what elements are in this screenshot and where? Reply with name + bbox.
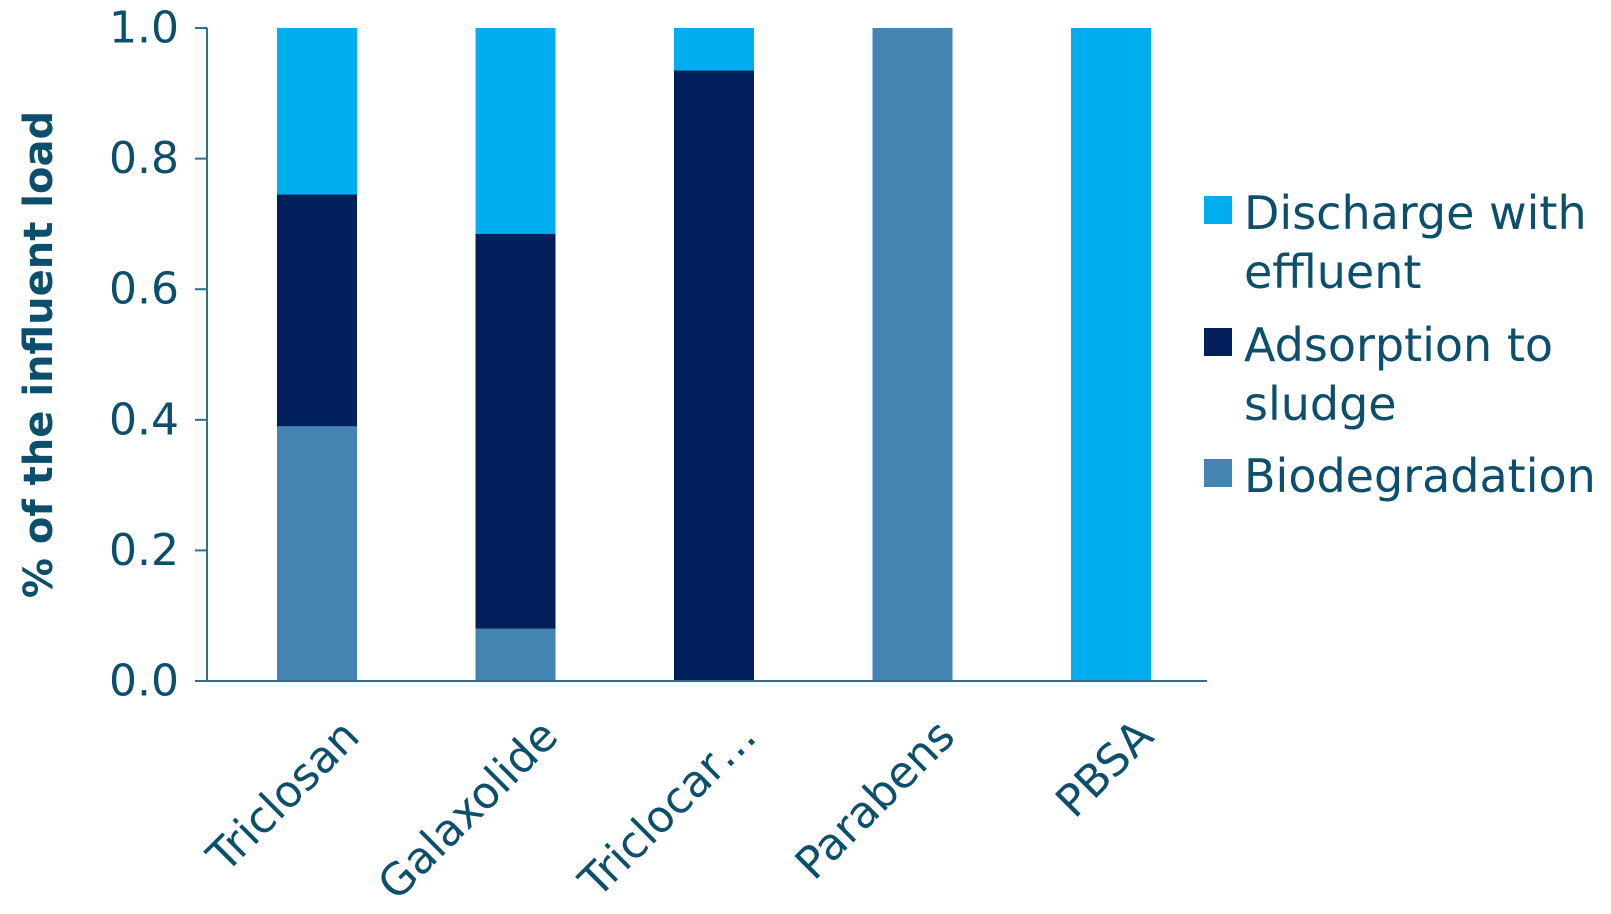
- legend-swatch: [1204, 459, 1232, 487]
- bar-segment-parabens-biodegradation: [872, 28, 953, 681]
- legend-label-line: effluent: [1244, 245, 1421, 299]
- x-tick-label: Triclocar…: [569, 710, 767, 908]
- legend-label-line: Biodegradation: [1244, 449, 1596, 503]
- bar-segment-triclocar-discharge-with-effluent: [674, 28, 754, 71]
- bar-segment-triclosan-adsorption-to-sludge: [277, 194, 357, 427]
- y-tick-label: 0.2: [109, 525, 179, 576]
- y-axis-label: % of the influent load: [16, 111, 62, 598]
- bar-segment-triclosan-biodegradation: [277, 426, 357, 681]
- legend-swatch: [1204, 328, 1232, 356]
- y-tick-label: 0.6: [109, 264, 179, 315]
- x-tick-label: Triclosan: [197, 710, 369, 882]
- bar-segment-galaxolide-adsorption-to-sludge: [475, 233, 556, 629]
- legend-label: Adsorption to sludge: [1244, 318, 1553, 431]
- bar-segment-galaxolide-discharge-with-effluent: [475, 28, 556, 234]
- y-tick-label: 1.0: [109, 3, 179, 54]
- x-tick-label: PBSA: [1046, 710, 1163, 827]
- bar-segment-triclosan-discharge-with-effluent: [277, 28, 357, 195]
- legend-label: Discharge with effluent: [1244, 186, 1587, 299]
- bar-segment-galaxolide-biodegradation: [475, 628, 556, 681]
- bar-segment-pbsa-discharge-with-effluent: [1071, 28, 1151, 681]
- legend-label: Biodegradation: [1244, 449, 1596, 503]
- legend-label-line: sludge: [1244, 377, 1397, 431]
- x-tick-label: Galaxolide: [368, 710, 568, 910]
- x-tick-label: Parabens: [786, 710, 965, 889]
- y-tick-labels: 0.0 0.2 0.4 0.6 0.8 1.0: [109, 3, 179, 707]
- y-tick-label: 0.0: [109, 656, 179, 707]
- legend-label-line: Discharge with: [1244, 186, 1587, 240]
- legend-label-line: Adsorption to: [1244, 318, 1553, 372]
- bars-group: [277, 28, 1151, 681]
- y-tick-label: 0.4: [109, 394, 179, 445]
- legend-swatch: [1204, 196, 1232, 224]
- bar-segment-triclocar-adsorption-to-sludge: [674, 70, 754, 681]
- axes-group: [195, 27, 1207, 682]
- legend: Discharge with effluent Adsorption to sludg…: [1204, 186, 1596, 503]
- y-tick-label: 0.8: [109, 133, 179, 184]
